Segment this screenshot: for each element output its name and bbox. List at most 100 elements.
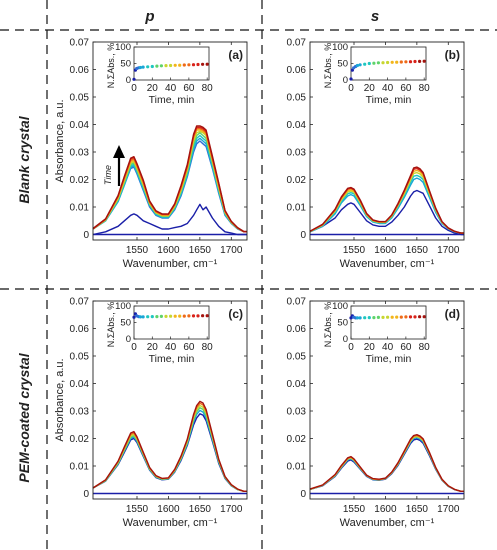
x-axis-label: Wavenumber, cm⁻¹	[340, 258, 435, 270]
inset-data-point	[376, 61, 380, 65]
inset-x-tick-label: 0	[348, 342, 354, 353]
inset-data-point	[150, 315, 154, 319]
inset-data-point	[173, 63, 177, 67]
inset-y-axis-label: N.ΣAbs., %	[323, 43, 333, 89]
inset-data-point	[358, 316, 362, 320]
chart-panel-c: 0 0.01 0.02 0.03 0.04 0.05 0.06 0.07 1550 1600 165…	[54, 297, 248, 529]
panel-label: (b)	[445, 48, 460, 62]
column-header-p: p	[144, 8, 154, 25]
y-tick-label: 0.02	[287, 434, 307, 445]
inset-x-axis-label: Time, min	[366, 94, 412, 106]
inset-chart: 0 50 100 0 20 40 60 80 Time, min N.ΣAbs., %	[323, 42, 430, 106]
inset-data-point	[399, 60, 403, 64]
plot-frame	[92, 41, 248, 241]
spectrum-series-line	[92, 125, 247, 233]
y-tick-label: 0.03	[287, 148, 307, 159]
inset-data-point	[372, 316, 376, 320]
inset-data-point	[196, 314, 200, 318]
inset-data-point	[205, 314, 209, 318]
inset-x-tick-label: 60	[400, 342, 412, 353]
panel-label: (d)	[445, 307, 460, 321]
inset-data-point	[169, 63, 173, 68]
inset-x-axis-label: Time, min	[149, 353, 195, 365]
y-tick-label: 0.03	[70, 407, 90, 418]
x-tick-label: 1600	[374, 504, 397, 515]
inset-data-point	[155, 64, 159, 68]
y-tick-label: 0.04	[287, 120, 307, 131]
inset-y-tick-label: 50	[337, 59, 348, 70]
inset-data-point	[141, 315, 145, 319]
y-tick-label: 0	[300, 489, 306, 500]
row-header-pem-coated-crystal: PEM-coated crystal	[16, 352, 32, 482]
spectrum-series-line	[309, 437, 464, 492]
inset-data-point	[363, 62, 367, 66]
inset-chart: 0 50 100 0 20 40 60 80 Time, min N.ΣAbs., %	[106, 42, 213, 106]
x-tick-label: 1600	[157, 504, 180, 515]
y-tick-label: 0.07	[70, 38, 90, 49]
inset-frame	[133, 305, 210, 340]
x-tick-label: 1700	[437, 245, 460, 256]
inset-data-point	[191, 314, 196, 318]
inset-x-tick-label: 20	[147, 83, 159, 94]
inset-data-point	[386, 315, 390, 319]
inset-data-point	[164, 64, 168, 68]
y-tick-label: 0.04	[70, 379, 90, 390]
inset-y-axis-label: N.ΣAbs., %	[106, 302, 116, 348]
inset-x-axis-label: Time, min	[366, 353, 412, 365]
y-axis-label: Absorbance, a.u.	[54, 358, 66, 441]
spectrum-series-line	[92, 134, 247, 233]
inset-x-tick-label: 80	[202, 83, 214, 94]
inset-y-tick-label: 0	[126, 75, 131, 86]
inset-data-point	[399, 315, 403, 319]
inset-data-point	[201, 314, 205, 318]
inset-data-point	[132, 315, 136, 319]
inset-y-tick-label: 0	[343, 75, 348, 86]
inset-x-tick-label: 60	[183, 342, 195, 353]
inset-data-point	[138, 315, 142, 319]
inset-data-point	[138, 65, 142, 70]
inset-x-tick-label: 40	[165, 342, 177, 353]
x-tick-label: 1550	[126, 504, 149, 515]
inset-data-point	[155, 315, 159, 319]
spectrum-series-line	[309, 189, 464, 236]
spectrum-series-line	[92, 203, 247, 236]
x-tick-label: 1600	[374, 245, 397, 256]
inset-data-point	[187, 63, 191, 67]
inset-data-point	[187, 314, 191, 318]
y-tick-label: 0.07	[287, 38, 307, 49]
inset-x-tick-label: 0	[131, 342, 137, 353]
x-tick-label: 1600	[157, 245, 180, 256]
inset-data-point	[413, 315, 417, 319]
inset-data-point	[367, 316, 371, 320]
x-tick-label: 1700	[220, 245, 243, 256]
y-tick-label: 0.01	[70, 203, 90, 214]
x-tick-label: 1650	[189, 245, 212, 256]
inset-x-tick-label: 0	[348, 83, 354, 94]
inset-data-point	[191, 63, 196, 67]
y-tick-label: 0.05	[287, 93, 307, 104]
inset-frame	[350, 305, 427, 340]
y-tick-label: 0.02	[287, 175, 307, 186]
inset-data-point	[376, 315, 380, 319]
x-tick-label: 1650	[406, 504, 429, 515]
inset-x-tick-label: 60	[400, 83, 412, 94]
plot-frame	[309, 41, 465, 241]
inset-data-point	[422, 59, 426, 63]
inset-data-point	[355, 63, 359, 68]
y-tick-label: 0.03	[287, 407, 307, 418]
y-tick-label: 0.06	[70, 324, 90, 335]
y-tick-label: 0.07	[287, 297, 307, 308]
y-tick-label: 0.01	[287, 462, 307, 473]
inset-x-tick-label: 20	[147, 342, 159, 353]
x-tick-label: 1550	[343, 245, 366, 256]
y-tick-label: 0.01	[287, 203, 307, 214]
spectrum-series-line	[92, 400, 247, 492]
column-header-s: s	[371, 8, 379, 25]
inset-x-tick-label: 0	[131, 83, 137, 94]
inset-data-point	[132, 77, 136, 81]
y-tick-label: 0	[300, 230, 306, 241]
inset-data-point	[418, 315, 422, 319]
y-tick-label: 0.05	[70, 352, 90, 363]
time-arrow-head	[113, 145, 125, 158]
